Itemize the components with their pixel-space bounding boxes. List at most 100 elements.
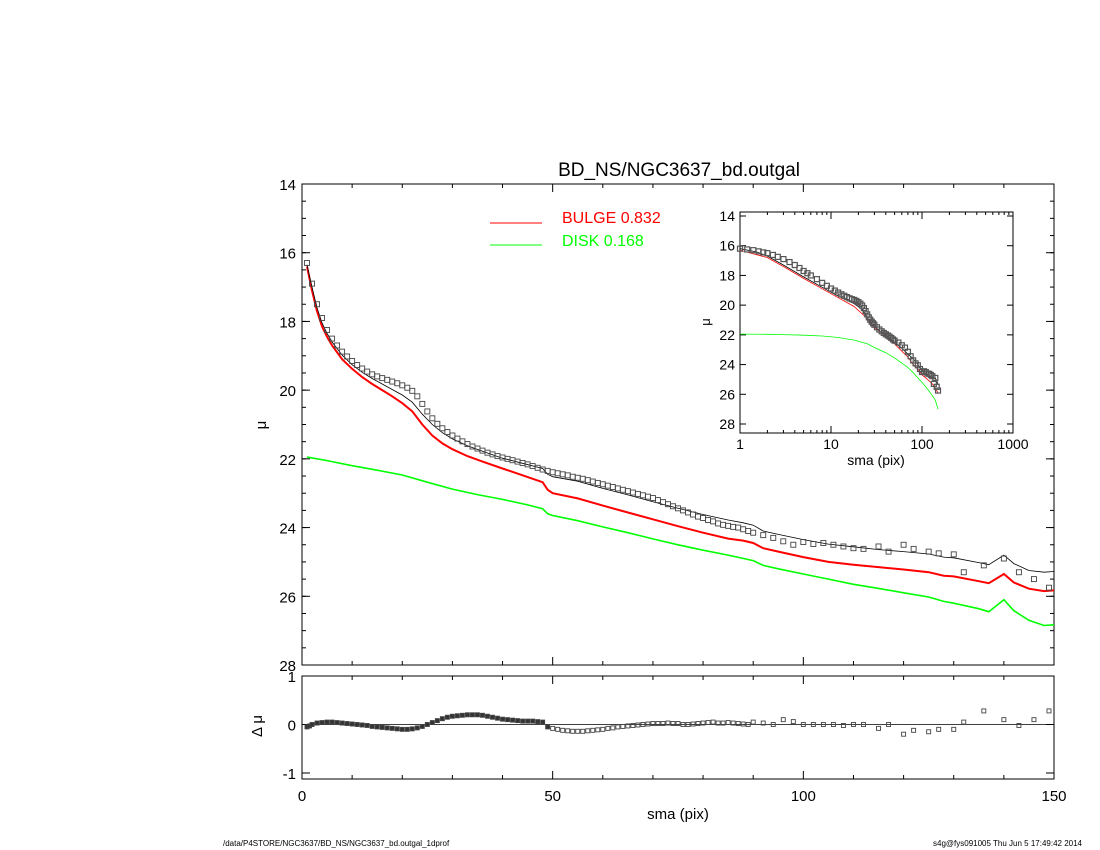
residual-point — [901, 731, 907, 737]
data-point — [614, 485, 621, 492]
residual-point — [1016, 723, 1022, 728]
residual-point — [394, 726, 400, 732]
data-point — [910, 545, 917, 552]
data-point — [314, 301, 320, 308]
residual-point — [695, 721, 701, 726]
residual-point — [490, 714, 495, 720]
y-tick-label: 0 — [288, 718, 296, 735]
residual-point — [715, 720, 721, 726]
residual-point — [545, 724, 551, 730]
inset-data-point — [933, 383, 940, 390]
residual-point — [810, 722, 816, 727]
residual-point — [334, 720, 340, 726]
residual-point — [951, 726, 957, 732]
data-point — [790, 541, 797, 548]
residual-point — [555, 726, 561, 732]
data-point — [639, 492, 646, 499]
residual-point — [800, 722, 806, 727]
residual-point — [981, 708, 987, 714]
bulge-line — [306, 266, 1055, 593]
inset-data-point — [760, 249, 767, 256]
data-point — [649, 495, 656, 501]
y-tick-label: 18 — [719, 267, 735, 283]
data-point — [735, 524, 742, 531]
data-point — [830, 541, 837, 548]
disk-line — [306, 456, 1055, 627]
y-tick-label: 24 — [719, 357, 735, 373]
residual-point — [665, 720, 671, 726]
data-point — [850, 545, 857, 552]
residual-point — [851, 722, 856, 727]
residual-point — [399, 726, 405, 732]
data-point — [409, 387, 416, 394]
data-point — [439, 425, 446, 432]
x-tick-label: 0 — [298, 788, 306, 805]
residual-point — [630, 723, 636, 728]
residual-point — [369, 723, 375, 729]
legend: BULGE 0.832 DISK 0.168 — [490, 210, 661, 250]
data-point — [770, 534, 777, 541]
residual-point — [750, 719, 756, 725]
data-point — [925, 548, 932, 555]
data-point — [379, 375, 386, 382]
data-point — [354, 362, 361, 369]
data-point — [885, 548, 892, 555]
residual-point — [595, 727, 601, 733]
residual-point — [550, 725, 556, 731]
data-point — [444, 429, 451, 436]
residual-panel: Δ μ sma (pix) 10-10 50 100 150 — [249, 669, 1067, 823]
data-point — [319, 315, 326, 321]
data-point — [404, 384, 411, 391]
data-point — [599, 481, 606, 488]
residual-point — [560, 727, 566, 733]
data-point — [950, 551, 957, 558]
residual-point — [830, 722, 836, 727]
residual-point — [650, 721, 656, 726]
residual-point — [610, 725, 616, 731]
inset-data-point — [934, 387, 942, 394]
data-point — [584, 477, 591, 484]
data-point — [619, 486, 626, 493]
data-point — [574, 474, 581, 481]
data-point — [309, 280, 315, 287]
data-point — [384, 376, 391, 383]
y-tick-label: 18 — [279, 314, 296, 331]
residual-point — [525, 718, 531, 724]
residual-point — [339, 720, 345, 726]
data-point — [374, 373, 381, 380]
residual-point — [520, 718, 526, 724]
residual-point — [840, 723, 846, 728]
data-point — [569, 473, 576, 480]
data-point — [399, 382, 406, 389]
residual-point — [660, 721, 666, 726]
residual-point — [585, 728, 591, 734]
y-tick-label: 16 — [279, 246, 296, 263]
residual-point — [770, 722, 776, 727]
inset-data-point — [780, 255, 787, 263]
residual-point — [1031, 717, 1037, 723]
residual-point — [404, 726, 410, 732]
data-point — [644, 493, 651, 500]
data-point — [760, 532, 767, 539]
x-tick-label: 100 — [910, 436, 934, 452]
data-point — [334, 342, 341, 349]
x-tick-label: 1 — [736, 436, 744, 452]
residual-point — [575, 728, 581, 734]
data-point — [680, 507, 686, 514]
x-tick-label: 100 — [791, 788, 816, 805]
data-point — [935, 550, 942, 557]
residual-point — [861, 722, 866, 727]
residual-point — [705, 720, 711, 726]
y-tick-label: 26 — [279, 589, 296, 606]
residual-point — [735, 721, 741, 726]
residual-point — [505, 717, 510, 723]
inset-data-point — [869, 320, 877, 327]
y-tick-label: 22 — [279, 452, 296, 469]
data-point — [364, 368, 371, 375]
residual-point — [1001, 717, 1007, 723]
footer-file-path: /data/P4STORE/NGC3637/BD_NS/NGC3637_bd.o… — [223, 839, 450, 848]
inset-data-point — [736, 245, 744, 252]
data-point — [715, 520, 722, 527]
residual-point — [740, 721, 746, 727]
